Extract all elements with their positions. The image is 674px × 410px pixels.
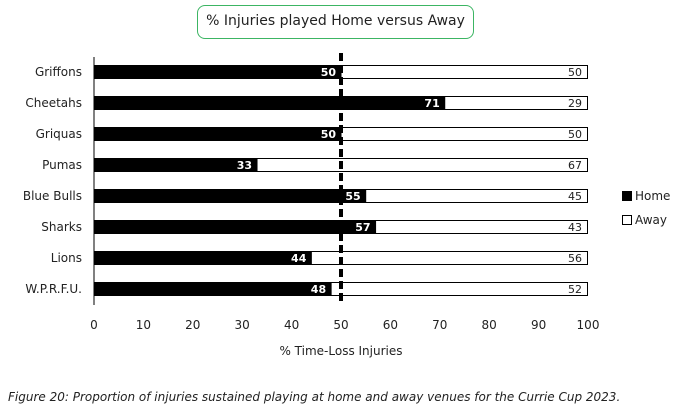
data-label-home: 57 bbox=[355, 221, 370, 234]
data-label-away: 56 bbox=[568, 252, 582, 265]
reference-line-dash bbox=[339, 221, 343, 229]
bar-away bbox=[340, 65, 588, 79]
bar-away bbox=[330, 282, 588, 296]
reference-line-dash bbox=[339, 245, 343, 253]
data-label-home: 50 bbox=[321, 66, 337, 79]
reference-line-dash bbox=[339, 89, 343, 97]
figure-caption: Figure 20: Proportion of injuries sustai… bbox=[8, 390, 621, 404]
reference-line-dash bbox=[339, 53, 343, 61]
x-axis-label: % Time-Loss Injuries bbox=[279, 344, 402, 358]
reference-line-dash bbox=[339, 281, 343, 289]
legend-label-home: Home bbox=[635, 189, 670, 203]
reference-line-dash bbox=[339, 161, 343, 169]
bar-home bbox=[94, 251, 312, 265]
legend-label-away: Away bbox=[635, 213, 667, 227]
data-label-home: 44 bbox=[291, 252, 307, 265]
data-label-away: 52 bbox=[568, 283, 582, 296]
x-tick-label: 0 bbox=[90, 318, 98, 332]
chart-title: % Injuries played Home versus Away bbox=[197, 5, 474, 39]
x-tick-label: 20 bbox=[185, 318, 200, 332]
bar-away bbox=[444, 96, 588, 110]
x-tick-label: 50 bbox=[333, 318, 348, 332]
bar-home bbox=[94, 158, 258, 172]
data-label-home: 50 bbox=[321, 128, 337, 141]
data-label-home: 71 bbox=[424, 97, 439, 110]
reference-line-dash bbox=[339, 113, 343, 121]
bar-away bbox=[375, 220, 588, 234]
x-tick-label: 90 bbox=[531, 318, 546, 332]
category-label: Cheetahs bbox=[25, 96, 82, 110]
bar-home bbox=[94, 189, 366, 203]
x-tick-label: 70 bbox=[432, 318, 447, 332]
reference-line-dash bbox=[339, 65, 343, 73]
x-tick-label: 100 bbox=[577, 318, 600, 332]
bar-away bbox=[365, 189, 589, 203]
reference-line-dash bbox=[339, 137, 343, 145]
data-label-away: 43 bbox=[568, 221, 582, 234]
data-label-away: 50 bbox=[568, 66, 582, 79]
bar-away bbox=[310, 251, 588, 265]
reference-line-dash bbox=[339, 293, 343, 301]
category-label: Blue Bulls bbox=[23, 189, 82, 203]
reference-line-dash bbox=[339, 149, 343, 157]
reference-line-dash bbox=[339, 209, 343, 217]
legend-swatch-away bbox=[622, 215, 632, 225]
bar-home bbox=[94, 65, 341, 79]
reference-line-dash bbox=[339, 77, 343, 85]
category-label: Sharks bbox=[41, 220, 82, 234]
data-label-away: 29 bbox=[568, 97, 582, 110]
x-tick-label: 30 bbox=[235, 318, 250, 332]
bar-home bbox=[94, 96, 445, 110]
data-label-home: 33 bbox=[237, 159, 252, 172]
data-label-away: 45 bbox=[568, 190, 582, 203]
bar-home bbox=[94, 282, 332, 296]
bar-away bbox=[256, 158, 588, 172]
reference-line-dash bbox=[339, 197, 343, 205]
data-label-home: 55 bbox=[345, 190, 360, 203]
reference-line-dash bbox=[339, 233, 343, 241]
bar-away bbox=[340, 127, 588, 141]
category-label: Lions bbox=[51, 251, 82, 265]
bar-home bbox=[94, 220, 376, 234]
x-tick-label: 10 bbox=[136, 318, 151, 332]
category-label: Griffons bbox=[35, 65, 82, 79]
bar-home bbox=[94, 127, 341, 141]
reference-line-dash bbox=[339, 257, 343, 265]
reference-line-dash bbox=[339, 125, 343, 133]
x-tick-label: 40 bbox=[284, 318, 299, 332]
x-tick-label: 80 bbox=[482, 318, 497, 332]
reference-line-dash bbox=[339, 185, 343, 193]
reference-line-dash bbox=[339, 269, 343, 277]
data-label-away: 67 bbox=[568, 159, 582, 172]
data-label-away: 50 bbox=[568, 128, 582, 141]
legend-swatch-home bbox=[622, 191, 632, 201]
category-label: Griquas bbox=[36, 127, 82, 141]
category-label: W.P.R.F.U. bbox=[25, 282, 82, 296]
reference-line-dash bbox=[339, 173, 343, 181]
category-label: Pumas bbox=[42, 158, 82, 172]
bar-chart: 0 10 20 30 40 50 60 70 80 90 100 % Time-Loss Injuri… bbox=[23, 53, 670, 358]
data-label-home: 48 bbox=[311, 283, 326, 296]
x-tick-label: 60 bbox=[383, 318, 398, 332]
reference-line-dash bbox=[339, 101, 343, 109]
